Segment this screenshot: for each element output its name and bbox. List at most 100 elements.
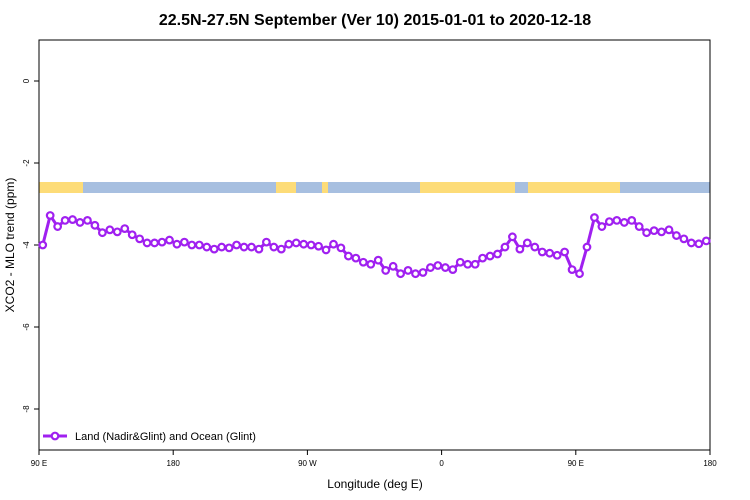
point xyxy=(522,238,532,248)
point xyxy=(269,242,279,252)
x-tick-label: 180 xyxy=(167,459,181,468)
point xyxy=(440,263,450,272)
point xyxy=(306,240,316,250)
point xyxy=(634,222,644,231)
point xyxy=(455,257,465,267)
map-land xyxy=(420,182,515,193)
point xyxy=(418,268,428,277)
legend-label: Land (Nadir&Glint) and Ocean (Glint) xyxy=(75,431,256,443)
point xyxy=(537,247,547,257)
point xyxy=(38,240,48,250)
x-tick-label: 90 E xyxy=(31,459,47,468)
point xyxy=(232,240,241,250)
y-tick-label: 0 xyxy=(22,78,31,83)
point xyxy=(433,261,443,270)
point xyxy=(530,242,540,252)
point xyxy=(247,242,256,252)
point xyxy=(53,222,63,231)
map-land xyxy=(276,182,296,193)
point xyxy=(366,259,376,269)
point xyxy=(344,251,353,261)
point xyxy=(105,225,115,235)
point xyxy=(560,247,570,257)
y-axis-label: XCO2 - MLO trend (ppm) xyxy=(3,178,17,313)
point xyxy=(642,228,652,238)
point xyxy=(194,240,204,250)
x-tick-label: 0 xyxy=(439,459,444,468)
point xyxy=(575,269,584,279)
point xyxy=(157,237,167,247)
point xyxy=(254,244,264,254)
point xyxy=(187,240,197,250)
point xyxy=(604,217,614,227)
legend-marker xyxy=(50,431,60,441)
point xyxy=(351,253,361,263)
point xyxy=(500,242,510,252)
point xyxy=(45,211,55,220)
point xyxy=(426,263,435,272)
map-land xyxy=(528,182,620,193)
point xyxy=(508,232,517,242)
point xyxy=(291,238,301,248)
point xyxy=(172,239,182,249)
point xyxy=(321,245,331,255)
point xyxy=(97,228,107,238)
point xyxy=(75,218,85,227)
point xyxy=(165,235,174,245)
point xyxy=(686,238,696,248)
point xyxy=(329,239,338,249)
y-tick-label: -6 xyxy=(22,323,31,331)
point xyxy=(552,250,562,260)
point xyxy=(112,227,122,237)
point xyxy=(142,238,152,248)
point xyxy=(612,215,622,225)
map-strip xyxy=(39,182,710,193)
point xyxy=(127,230,137,240)
point xyxy=(120,224,130,234)
point xyxy=(209,244,219,254)
point xyxy=(135,234,145,244)
point xyxy=(672,231,681,240)
point xyxy=(284,239,294,249)
y-tick-label: -8 xyxy=(22,405,31,413)
point xyxy=(276,244,286,254)
point xyxy=(485,251,495,261)
point xyxy=(314,241,323,251)
point xyxy=(388,261,398,271)
point xyxy=(217,242,227,252)
point xyxy=(202,242,212,252)
y-tick-label: -2 xyxy=(22,159,31,167)
point xyxy=(582,242,592,252)
point xyxy=(90,220,100,230)
point xyxy=(694,239,704,249)
point xyxy=(358,257,368,267)
x-tick-label: 90 W xyxy=(298,459,317,468)
point xyxy=(336,243,346,253)
point xyxy=(545,248,555,258)
point xyxy=(448,265,458,275)
point xyxy=(463,259,473,269)
point xyxy=(373,255,383,265)
point xyxy=(83,215,92,225)
point xyxy=(411,269,420,279)
map-land xyxy=(39,182,83,193)
point xyxy=(478,253,488,263)
point xyxy=(597,222,607,231)
point xyxy=(470,259,480,269)
map-ocean xyxy=(39,182,710,193)
point xyxy=(396,269,405,279)
point xyxy=(567,265,577,275)
point xyxy=(403,266,413,275)
point xyxy=(627,215,637,225)
point xyxy=(590,213,599,222)
point xyxy=(60,215,70,225)
x-axis-label: Longitude (deg E) xyxy=(327,477,422,491)
point xyxy=(664,225,674,235)
point xyxy=(515,244,525,254)
point xyxy=(493,249,502,259)
point xyxy=(619,218,629,227)
point xyxy=(701,236,711,246)
point xyxy=(657,227,666,237)
